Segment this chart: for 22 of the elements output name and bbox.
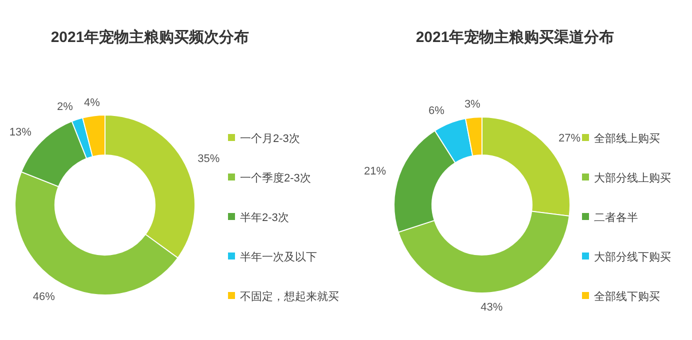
legend-label: 全部线上购买 [594,132,660,145]
legend-label: 一个季度2-3次 [240,172,311,184]
legend-label: 大部分线下购买 [594,250,671,264]
data-label: 21% [364,165,386,178]
data-label: 35% [198,152,220,165]
legend-label: 全部线下购买 [594,290,660,303]
data-label: 2% [56,101,74,114]
legend-label: 半年一次及以下 [240,250,317,264]
chart-title: 2021年宠物主粮购买频次分布 [50,28,250,46]
data-label: 27% [558,132,581,145]
legend-label: 半年2-3次 [240,211,289,224]
legend-label: 不固定，想起来就买 [240,290,339,303]
data-label: 43% [480,302,503,314]
data-label: 46% [32,291,56,304]
legend-label: 大部分线上购买 [594,172,671,184]
data-label: 13% [9,126,32,138]
data-label: 3% [464,98,481,110]
data-label: 4% [84,96,100,109]
legend-label: 一个月2-3次 [240,133,300,145]
legend-label: 二者各半 [594,211,638,224]
chart-title: 2021年宠物主粮购买渠道分布 [416,28,614,46]
data-label: 6% [428,105,445,118]
